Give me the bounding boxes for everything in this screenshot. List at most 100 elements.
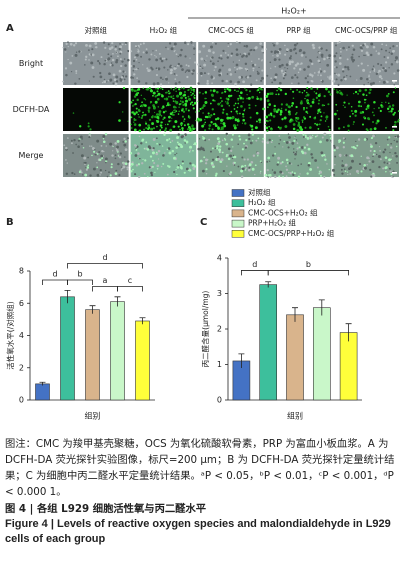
speckle xyxy=(92,167,96,171)
speckle xyxy=(231,133,234,136)
speckle xyxy=(245,138,248,142)
speckle xyxy=(304,135,307,139)
speckle xyxy=(311,62,314,66)
speckle xyxy=(368,160,371,163)
speckle xyxy=(75,72,78,74)
speckle xyxy=(364,44,367,47)
speckle xyxy=(262,107,265,111)
speckle xyxy=(270,127,272,129)
speckle xyxy=(247,133,251,137)
speckle xyxy=(378,75,382,79)
speckle xyxy=(255,120,258,123)
legend-label: CMC-OCS+H₂O₂ 组 xyxy=(248,207,318,217)
speckle xyxy=(219,97,222,100)
speckle xyxy=(349,173,352,175)
speckle xyxy=(315,92,318,95)
scale-bar xyxy=(392,126,397,128)
speckle xyxy=(185,107,188,110)
speckle xyxy=(203,156,206,159)
speckle xyxy=(360,105,363,108)
speckle xyxy=(188,97,192,101)
speckle xyxy=(194,127,196,130)
speckle xyxy=(349,166,353,169)
speckle xyxy=(63,48,67,51)
error-bar xyxy=(265,281,272,288)
speckle xyxy=(214,174,218,177)
speckle xyxy=(356,144,359,147)
speckle xyxy=(172,105,176,109)
speckle xyxy=(254,126,258,130)
speckle xyxy=(140,55,143,58)
speckle xyxy=(299,129,301,131)
speckle xyxy=(104,169,107,172)
speckle xyxy=(193,47,196,50)
speckle xyxy=(394,120,397,124)
speckle xyxy=(104,59,107,62)
speckle xyxy=(75,70,78,73)
speckle xyxy=(67,58,69,61)
speckle xyxy=(185,99,188,103)
speckle xyxy=(345,154,348,157)
speckle xyxy=(279,162,283,165)
speckle xyxy=(90,61,94,65)
speckle xyxy=(246,97,248,100)
speckle xyxy=(304,126,307,129)
speckle xyxy=(198,50,202,54)
speckle xyxy=(373,108,375,110)
speckle xyxy=(192,167,196,170)
speckle xyxy=(210,75,213,78)
speckle xyxy=(329,134,331,136)
speckle xyxy=(296,89,298,91)
speckle xyxy=(279,138,282,141)
speckle xyxy=(140,104,143,106)
speckle xyxy=(376,119,380,123)
speckle xyxy=(204,139,207,142)
speckle xyxy=(274,50,277,54)
speckle xyxy=(355,169,359,173)
significance-label: c xyxy=(128,276,132,285)
speckle xyxy=(261,76,264,80)
speckle xyxy=(390,142,393,145)
speckle xyxy=(75,51,78,53)
panel-label: B xyxy=(6,217,14,228)
speckle xyxy=(116,149,119,152)
speckle xyxy=(377,52,381,55)
speckle xyxy=(271,154,275,157)
legend-swatch xyxy=(231,230,245,238)
speckle xyxy=(372,121,374,123)
speckle xyxy=(238,59,240,62)
speckle xyxy=(242,54,245,57)
speckle xyxy=(296,142,299,144)
speckle xyxy=(141,101,143,104)
speckle xyxy=(153,161,156,165)
speckle xyxy=(244,67,247,70)
speckle xyxy=(397,118,400,121)
speckle xyxy=(391,104,395,107)
speckle xyxy=(152,91,156,95)
speckle xyxy=(139,105,142,108)
speckle xyxy=(316,166,319,169)
legend-label: CMC-OCS/PRP+H₂O₂ 组 xyxy=(248,228,335,238)
speckle xyxy=(122,87,126,90)
speckle xyxy=(320,79,323,82)
speckle xyxy=(156,164,160,168)
speckle xyxy=(88,134,91,136)
speckle xyxy=(289,172,292,175)
speckle xyxy=(255,79,258,82)
speckle xyxy=(211,82,213,84)
speckle xyxy=(80,171,83,174)
speckle xyxy=(323,70,326,73)
speckle xyxy=(238,138,242,141)
speckle xyxy=(160,121,163,124)
speckle xyxy=(340,79,343,82)
speckle xyxy=(259,87,263,91)
speckle xyxy=(123,78,126,81)
speckle xyxy=(301,119,304,122)
speckle xyxy=(232,61,234,63)
speckle xyxy=(118,101,121,104)
speckle xyxy=(244,169,247,171)
speckle xyxy=(140,116,143,120)
speckle xyxy=(242,118,246,122)
speckle xyxy=(150,89,153,93)
speckle xyxy=(235,53,239,57)
